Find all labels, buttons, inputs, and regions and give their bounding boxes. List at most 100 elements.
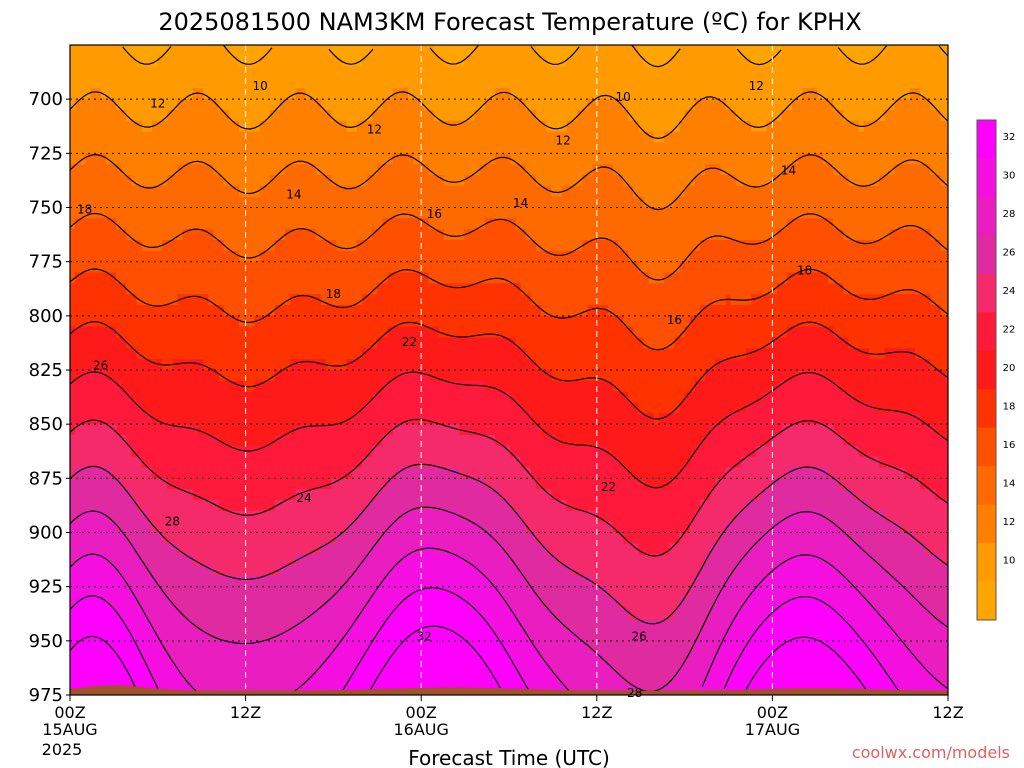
temperature-cell [121, 651, 127, 664]
temperature-cell [305, 348, 312, 360]
temperature-cell [233, 435, 240, 447]
temperature-cell [259, 380, 266, 393]
temperature-cell [300, 467, 307, 479]
temperature-cell [151, 77, 158, 89]
temperature-cell [326, 326, 332, 339]
temperature-cell [351, 608, 358, 620]
temperature-cell [336, 380, 343, 393]
temperature-cell [402, 435, 409, 447]
temperature-cell [290, 608, 296, 620]
temperature-cell [157, 315, 163, 328]
temperature-cell [85, 99, 92, 111]
temperature-cell [474, 315, 481, 328]
temperature-cell [459, 673, 465, 685]
temperature-cell [438, 467, 445, 479]
temperature-cell [259, 597, 266, 609]
temperature-cell [203, 294, 209, 306]
temperature-cell [295, 142, 302, 154]
temperature-cell [300, 207, 307, 219]
temperature-cell [320, 229, 327, 241]
temperature-cell [177, 66, 184, 79]
temperature-cell [213, 424, 220, 436]
temperature-cell [295, 370, 302, 382]
temperature-cell [305, 424, 312, 436]
temperature-cell [285, 196, 291, 209]
temperature-cell [95, 619, 102, 631]
temperature-cell [70, 630, 76, 642]
temperature-cell [90, 218, 97, 230]
temperature-cell [172, 695, 178, 706]
temperature-cell [377, 120, 384, 133]
temperature-cell [479, 110, 486, 122]
temperature-cell [264, 120, 271, 133]
temperature-cell [331, 619, 337, 631]
temperature-cell [336, 110, 343, 122]
temperature-cell [95, 55, 102, 68]
temperature-cell [443, 391, 450, 404]
temperature-cell [192, 467, 199, 479]
temperature-cell [479, 272, 486, 284]
temperature-cell [428, 500, 435, 512]
temperature-cell [203, 673, 209, 685]
temperature-cell [361, 218, 368, 230]
temperature-cell [167, 456, 174, 469]
temperature-cell [264, 218, 271, 230]
temperature-cell [121, 55, 127, 68]
temperature-cell [351, 77, 358, 89]
temperature-cell [377, 586, 384, 599]
temperature-cell [121, 196, 127, 209]
temperature-cell [464, 240, 471, 252]
temperature-cell [208, 478, 214, 490]
temperature-cell [70, 521, 76, 534]
temperature-cell [464, 435, 471, 447]
temperature-cell [70, 153, 76, 165]
temperature-cell [438, 88, 445, 100]
temperature-cell [141, 543, 148, 555]
temperature-cell [90, 99, 97, 111]
temperature-cell [408, 337, 414, 349]
temperature-cell [346, 456, 353, 469]
temperature-cell [146, 272, 153, 284]
temperature-cell [141, 445, 148, 458]
temperature-cell [131, 45, 138, 57]
temperature-cell [428, 630, 435, 642]
temperature-cell [146, 283, 153, 295]
temperature-cell [382, 88, 389, 100]
temperature-cell [70, 120, 76, 133]
temperature-cell [192, 456, 199, 469]
temperature-cell [157, 250, 163, 263]
temperature-cell [305, 305, 312, 317]
temperature-cell [464, 543, 471, 555]
temperature-cell [438, 99, 445, 111]
temperature-cell [213, 261, 220, 274]
temperature-cell [254, 175, 261, 187]
temperature-cell [244, 640, 250, 653]
temperature-cell [331, 359, 337, 371]
temperature-cell [244, 315, 250, 328]
temperature-cell [443, 640, 450, 653]
temperature-cell [157, 391, 163, 404]
temperature-cell [75, 326, 81, 339]
temperature-cell [341, 66, 348, 79]
temperature-cell [474, 554, 481, 566]
temperature-cell [80, 630, 86, 642]
temperature-cell [233, 120, 240, 133]
temperature-cell [172, 261, 179, 274]
temperature-cell [131, 261, 138, 274]
temperature-cell [300, 131, 307, 144]
temperature-cell [367, 77, 373, 89]
temperature-cell [310, 554, 317, 566]
temperature-cell [454, 348, 460, 360]
temperature-cell [469, 153, 476, 165]
temperature-cell [75, 467, 81, 479]
temperature-cell [110, 250, 117, 263]
temperature-cell [254, 326, 261, 339]
temperature-cell [479, 229, 486, 241]
temperature-cell [141, 110, 148, 122]
temperature-cell [157, 77, 163, 89]
temperature-cell [172, 684, 179, 695]
temperature-cell [341, 391, 348, 404]
temperature-cell [254, 662, 261, 674]
temperature-cell [351, 45, 358, 57]
temperature-cell [249, 164, 255, 176]
